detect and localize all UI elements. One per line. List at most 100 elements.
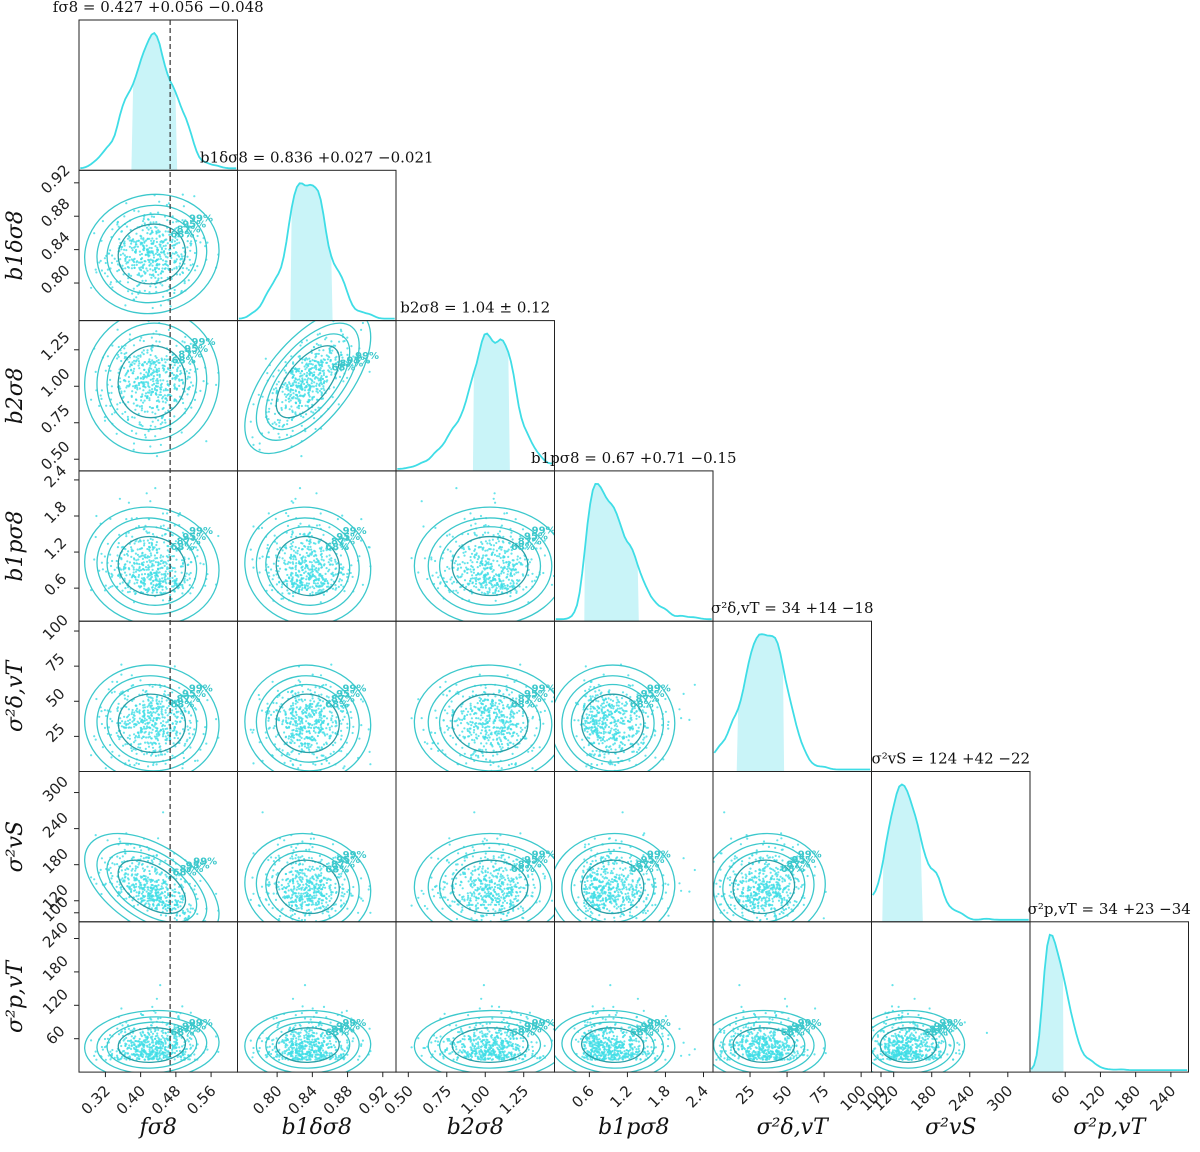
x-tick-label: 1.8	[644, 1082, 674, 1112]
y-tick-label: 1.2	[41, 534, 71, 564]
y-tick-label: 180	[39, 845, 72, 878]
contour-label: 99%	[189, 683, 213, 694]
contour	[427, 842, 553, 922]
x-tick-label: 240	[1146, 1082, 1179, 1115]
contour	[255, 322, 360, 441]
contour-label: 68%	[173, 868, 197, 879]
y-tick-label: 0.92	[37, 161, 73, 197]
contour-label: 87%	[177, 694, 201, 705]
contour-label: 99%	[189, 213, 213, 224]
y-tick-label: 1.8	[41, 498, 71, 528]
panel-sdvt-sdvt: σ²δ,vT = 34 +14 −18	[711, 599, 874, 773]
x-tick-label: 0.88	[320, 1082, 356, 1118]
contour-label: 95%	[336, 855, 360, 866]
y-tick-label: 240	[39, 809, 72, 842]
panel-svs-svs: σ²vS = 124 +42 −22	[871, 750, 1031, 923]
y-tick-label: 240	[39, 918, 72, 951]
contour	[106, 850, 198, 922]
contour	[871, 1009, 966, 1073]
contour	[96, 675, 208, 772]
contour-label: 68%	[172, 355, 196, 366]
contour	[84, 506, 220, 622]
panel-b1d-b1d: b1δσ8 = 0.836 +0.027 −0.021	[200, 148, 434, 322]
x-tick-label: 0.6	[568, 1082, 598, 1112]
contour-label: 87%	[177, 224, 201, 235]
contour	[713, 832, 826, 922]
contour	[117, 859, 187, 915]
contour-label: 99%	[532, 526, 556, 537]
contour	[879, 1027, 938, 1064]
marginal-curve	[872, 783, 1029, 921]
contour	[84, 664, 220, 772]
contour	[554, 1009, 676, 1073]
contour	[713, 1009, 826, 1073]
contour	[96, 204, 208, 304]
x-tick-label: 0.48	[148, 1082, 184, 1118]
credible-band	[882, 784, 923, 922]
contour-label: 99%	[193, 856, 217, 867]
contour-label: 68%	[924, 1028, 948, 1039]
panel-b2-svs: 68%87%95%99%	[395, 771, 555, 923]
contour-label: 87%	[518, 536, 542, 547]
contour-label: 87%	[331, 1024, 355, 1035]
param-title: σ²δ,vT = 34 +14 −18	[711, 599, 874, 617]
panel-b1d-sdvt: 68%87%95%99%	[237, 620, 397, 773]
contour	[106, 1021, 198, 1069]
contour-label: 99%	[189, 1018, 213, 1029]
x-tick-label: 1.25	[496, 1082, 532, 1118]
contour	[427, 517, 553, 615]
contour-label: 87%	[176, 1024, 200, 1035]
marginal-curve	[80, 31, 237, 170]
y-tick-label: 1.00	[37, 365, 73, 401]
y-tick-label: 0.88	[37, 195, 73, 231]
contour-label: 87%	[518, 694, 542, 705]
panel-b1p-b1p: b1pσ8 = 0.67 +0.71 −0.15	[531, 449, 737, 622]
panel-frame	[237, 771, 397, 923]
contour	[570, 1021, 655, 1069]
contour	[871, 1016, 955, 1073]
y-tick-label: 120	[39, 985, 72, 1018]
contour-label: 68%	[325, 699, 349, 710]
contour	[265, 526, 351, 606]
contour	[732, 1027, 796, 1064]
x-tick-label: 0.40	[113, 1082, 149, 1118]
contour	[275, 693, 340, 754]
contour	[438, 683, 542, 763]
contour-label: 95%	[346, 355, 370, 366]
panel-sdvt-svs: 68%87%95%99%	[712, 771, 872, 923]
y-tick-label: 180	[39, 952, 72, 985]
x-tick-label: 50	[769, 1082, 795, 1108]
contour	[244, 832, 372, 922]
contour	[244, 664, 372, 772]
x-axis-label: fσ8	[138, 1115, 177, 1140]
contour-label: 95%	[336, 689, 360, 700]
panel-b1p-svs: 68%87%95%99%	[554, 771, 714, 923]
param-title: σ²p,vT = 34 +23 −34	[1028, 900, 1191, 918]
x-tick-label: 1.2	[606, 1082, 636, 1112]
contour-label: 99%	[189, 526, 213, 537]
contour	[117, 345, 187, 419]
contour	[554, 664, 676, 772]
contour-label: 68%	[325, 1028, 349, 1039]
y-tick-label: 50	[42, 685, 68, 711]
panel-b1p-sdvt: 68%87%95%99%	[554, 620, 714, 773]
contour-label: 99%	[343, 526, 367, 537]
contour-label: 95%	[641, 855, 665, 866]
contour	[84, 193, 220, 315]
contour-label: 68%	[630, 699, 654, 710]
x-axis-label: σ²vS	[925, 1115, 976, 1140]
contour-label: 95%	[182, 689, 206, 700]
x-tick-label: 0.80	[249, 1082, 285, 1118]
contour-label: 95%	[182, 219, 206, 230]
contour-label: 95%	[182, 1022, 206, 1033]
contour	[84, 1009, 220, 1073]
panel-b1d-b2: 68%87%95%99%	[237, 320, 397, 472]
marginal-curve	[238, 182, 395, 320]
contour-label: 87%	[929, 1024, 953, 1035]
